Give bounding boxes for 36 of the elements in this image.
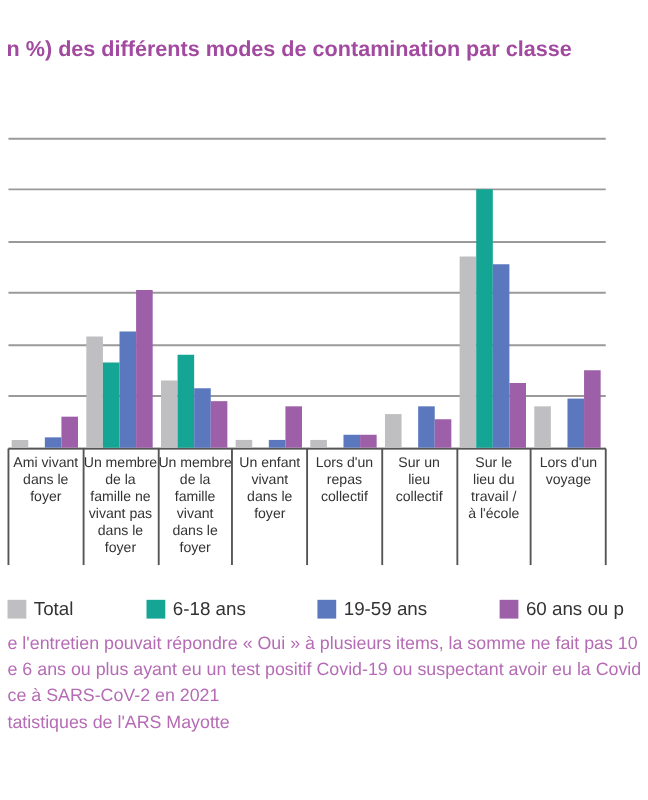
bar: [567, 398, 585, 448]
text: e 6 ans ou plus ayant eu un test positif Covid-19 ou suspectant avoir eu la Covid: [7, 658, 642, 679]
bar: [509, 383, 526, 448]
bar: [459, 256, 477, 448]
bar: [11, 439, 29, 448]
bar: [534, 406, 551, 448]
bar: [384, 414, 402, 448]
bar: [160, 380, 178, 448]
text: e l'entretien pouvait répondre « Oui » à plusieurs items, la somme ne fait pas 10: [7, 632, 638, 653]
bar: [194, 388, 211, 448]
chart-title: n %) des différents modes de contamination par classe: [6, 38, 572, 63]
bar: [86, 336, 103, 448]
bar: [268, 439, 286, 448]
bar: [177, 354, 195, 448]
bar: [44, 437, 62, 448]
legend-label: 6-18 ans: [172, 596, 247, 619]
bar: [102, 362, 120, 448]
bar: [584, 370, 601, 448]
bar: [310, 439, 327, 448]
bar: [136, 290, 153, 448]
bar: [210, 401, 228, 448]
bar: [343, 434, 361, 448]
bar: [61, 416, 79, 448]
bar: [285, 406, 303, 448]
legend-label: 19-59 ans: [343, 596, 428, 619]
text: tatistiques de l'ARS Mayotte: [7, 711, 230, 732]
bar: [476, 189, 493, 448]
bar: [360, 434, 377, 448]
legend-label: Total: [33, 596, 74, 619]
bar: [418, 406, 435, 448]
bar: [434, 419, 452, 448]
text: ce à SARS-CoV-2 en 2021: [7, 685, 220, 706]
legend-label: 60 ans ou p: [525, 596, 624, 619]
bar: [119, 331, 137, 448]
bar: [492, 264, 510, 448]
bar: [235, 439, 253, 448]
